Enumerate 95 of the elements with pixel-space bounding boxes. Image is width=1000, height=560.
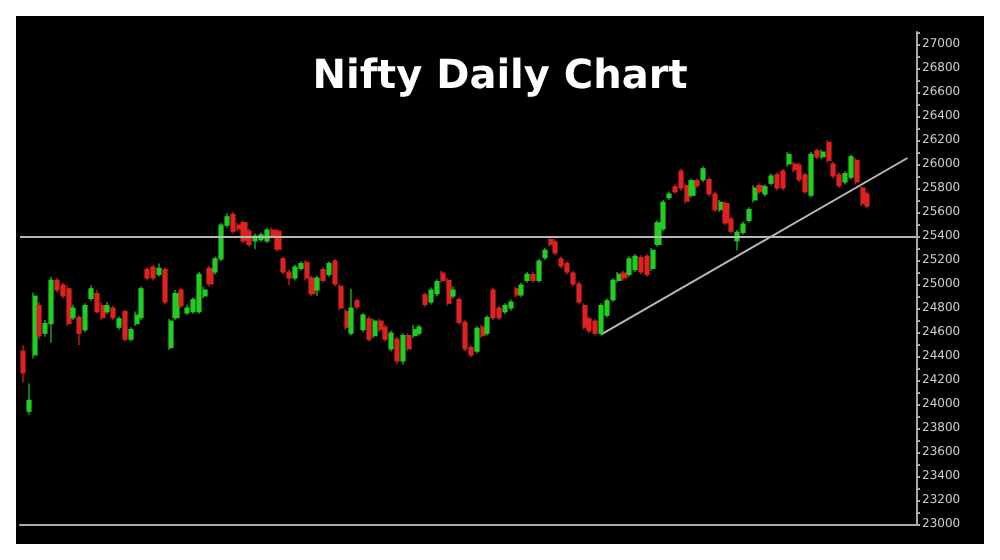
candlestick [474, 325, 480, 355]
candlestick [372, 318, 378, 339]
candlestick [36, 301, 42, 340]
candlestick [530, 271, 536, 284]
candlestick [650, 247, 656, 272]
candlestick [802, 171, 808, 195]
candlestick [406, 332, 412, 352]
candlestick [746, 206, 752, 224]
candlestick [76, 314, 82, 346]
candlestick [774, 171, 780, 191]
candlestick [104, 301, 110, 315]
candlestick [434, 278, 440, 297]
candlestick [508, 299, 514, 311]
candlestick [450, 285, 456, 299]
candlestick [860, 185, 866, 207]
candlestick [638, 254, 644, 275]
candlestick [110, 305, 116, 321]
candlestick [558, 255, 564, 269]
candlestick [864, 191, 870, 209]
candlestick [416, 324, 422, 337]
candlestick [756, 182, 764, 195]
candlestick [184, 303, 190, 316]
candlestick [314, 275, 320, 297]
candlestick [94, 289, 100, 315]
candlestick [388, 330, 394, 352]
candlestick [82, 302, 88, 333]
candlestick [20, 344, 26, 383]
candlestick [688, 177, 696, 199]
candlestick [722, 200, 730, 226]
candlestick [548, 236, 554, 248]
candlestick [666, 191, 672, 201]
candlestick [854, 157, 860, 185]
candlestick [48, 276, 54, 344]
candlestick [178, 287, 184, 309]
candlestick [162, 266, 168, 305]
candlestick [808, 151, 814, 199]
candlestick [156, 263, 162, 278]
candlestick [206, 265, 214, 287]
candlestick [70, 303, 76, 321]
candlestick [762, 183, 768, 197]
candlestick [116, 315, 122, 331]
candlestick [320, 266, 326, 284]
candlestick [598, 302, 604, 337]
candlestick [620, 270, 628, 281]
candlestick [694, 177, 700, 189]
candlestick [718, 199, 724, 213]
candlestick [32, 291, 38, 359]
candlestick [446, 277, 452, 307]
candlestick [138, 285, 144, 321]
candlestick [54, 277, 60, 293]
candlestick [292, 264, 298, 281]
candlestick [752, 185, 758, 203]
candlestick [66, 284, 72, 327]
candlestick [518, 282, 524, 298]
candlestick [26, 383, 32, 416]
candlestick [230, 211, 236, 235]
candlestick [480, 324, 486, 339]
candlestick [326, 260, 332, 278]
candlestick [592, 318, 598, 337]
candlestick [298, 260, 304, 272]
text: Nifty Daily Chart [312, 50, 689, 98]
candlestick [814, 147, 820, 160]
candlestick [382, 324, 388, 343]
candlestick [484, 314, 490, 337]
candlestick [490, 287, 496, 321]
candlestick [536, 258, 542, 284]
candlestick [768, 173, 774, 187]
candlestick [412, 324, 418, 339]
candlestick [128, 326, 134, 343]
candlestick [848, 153, 854, 181]
candlestick [400, 332, 406, 365]
candlestick [626, 255, 632, 278]
candlestick [144, 266, 150, 281]
candlestick [524, 271, 530, 284]
candlestick [632, 253, 638, 273]
candlestick [354, 297, 360, 310]
candlestick [786, 151, 792, 167]
candlestick [780, 168, 786, 191]
candlestick [360, 312, 366, 333]
candlestick [644, 253, 650, 278]
candlestick [422, 291, 428, 308]
candlestick [552, 239, 558, 256]
candlestick [150, 264, 156, 281]
candlestick [88, 284, 94, 302]
candlestick [196, 271, 202, 315]
candlestick [700, 165, 706, 183]
candlestick [502, 302, 508, 315]
candlestick [348, 288, 354, 337]
candlestick [366, 315, 372, 343]
candlestick [514, 285, 520, 298]
candlestick [122, 308, 128, 343]
candlestick [820, 149, 826, 160]
candlestick [428, 287, 434, 305]
candlestick [542, 247, 548, 261]
candlestick [394, 336, 400, 365]
